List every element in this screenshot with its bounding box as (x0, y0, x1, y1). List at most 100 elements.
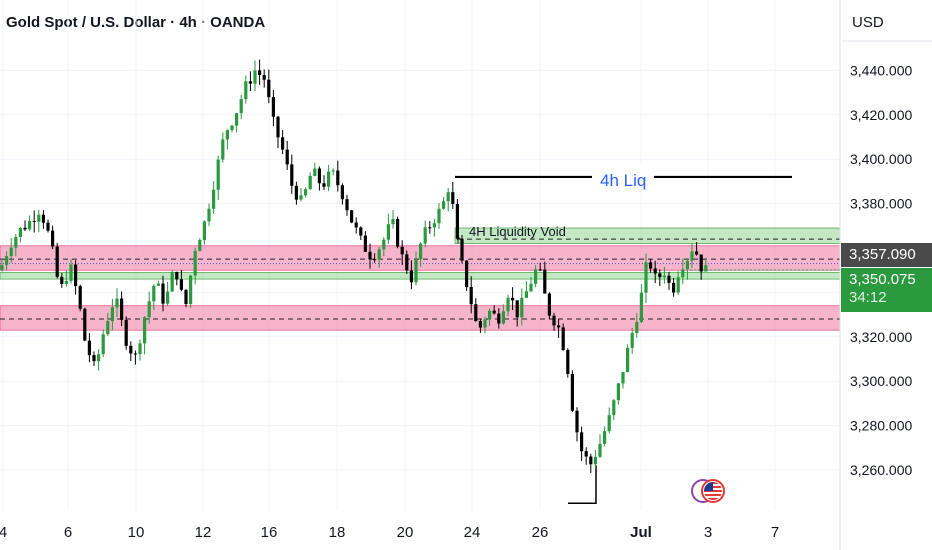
candle-body (414, 259, 418, 283)
candle-body (667, 275, 671, 283)
candle-body (5, 256, 9, 265)
candle-body (685, 260, 689, 270)
candle-body (409, 270, 413, 283)
candle-body (313, 168, 317, 176)
candles (0, 59, 708, 473)
candle-body (432, 223, 436, 228)
candle-body (120, 298, 124, 320)
candle-body (101, 334, 105, 355)
candle-body (377, 249, 381, 260)
candle-body (566, 349, 570, 374)
candle-body (290, 164, 294, 186)
candle-body (658, 273, 662, 278)
candle-body (423, 227, 427, 244)
date-tick-label: 7 (771, 524, 779, 541)
candle-body (653, 268, 657, 274)
candle-body (184, 289, 188, 305)
candle-body (497, 313, 501, 324)
candle-body (327, 171, 331, 187)
date-tick-label: 26 (532, 524, 549, 541)
candle-body (276, 116, 280, 138)
liq-label: 4h Liq (600, 171, 646, 190)
candle-body (501, 311, 505, 324)
candle-body (612, 400, 616, 416)
candle-body (78, 286, 82, 309)
candle-body (244, 81, 248, 100)
date-tick-label: 10 (128, 524, 145, 541)
candle-body (92, 355, 96, 362)
price-tick-label: 3,320.000 (850, 329, 912, 345)
candle-body (170, 271, 174, 292)
candle-body (74, 264, 78, 287)
annotations: 4h Liq 4H Liquidity Void (469, 171, 646, 239)
candle-body (598, 443, 602, 457)
candle-body (18, 227, 22, 238)
candle-body (9, 247, 13, 257)
candle-body (630, 332, 634, 348)
price-tick-label: 3,420.000 (850, 107, 912, 123)
candle-body (32, 220, 36, 222)
candle-body (156, 283, 160, 286)
candle-body (506, 297, 510, 312)
candle-body (60, 276, 64, 284)
candle-body (198, 240, 202, 252)
price-tick-label: 3,400.000 (850, 151, 912, 167)
candle-body (639, 292, 643, 323)
candle-body (552, 315, 556, 326)
candle-body (662, 275, 666, 278)
date-tick-label: 20 (397, 524, 414, 541)
candle-body (87, 340, 91, 356)
liquidity-zones (0, 227, 841, 331)
candle-body (580, 432, 584, 452)
candle-body (437, 208, 441, 224)
candle-body (46, 222, 50, 231)
date-tick-label: 6 (64, 524, 72, 541)
candle-body (175, 271, 179, 280)
candle-body (147, 301, 151, 318)
candle-body (106, 321, 110, 335)
candle-body (690, 251, 694, 261)
price-tick-label: 3,260.000 (850, 462, 912, 478)
time-axis[interactable]: 4 6 10 12 16 18 20 24 26 Jul 3 7 (0, 524, 779, 541)
candle-body (373, 259, 377, 261)
candle-body (621, 372, 625, 384)
candle-body (202, 221, 206, 241)
low-marker (568, 465, 597, 505)
candle-body (189, 275, 193, 305)
green-zone (0, 272, 841, 280)
candle-body (253, 70, 257, 84)
candle-body (97, 354, 101, 362)
date-tick-label: Jul (630, 524, 652, 541)
candle-body (520, 297, 524, 318)
candle-body (616, 383, 620, 401)
candle-body (515, 300, 519, 318)
candle-body (212, 189, 216, 209)
candle-body (699, 254, 703, 272)
candle-body (336, 170, 340, 186)
candle-body (649, 262, 653, 269)
candle-body (359, 227, 363, 236)
candle-body (644, 262, 648, 293)
candle-body (538, 269, 542, 271)
candle-body (547, 293, 551, 316)
candle-body (258, 70, 262, 76)
price-tick-label: 3,300.000 (850, 373, 912, 389)
candle-body (161, 283, 165, 304)
candle-body (225, 130, 229, 140)
flag-badge-icon[interactable] (690, 478, 726, 504)
candle-body (382, 239, 386, 250)
candle-body (405, 254, 409, 271)
price-tick-label: 3,440.000 (850, 62, 912, 78)
candle-body (216, 159, 220, 190)
void-label: 4H Liquidity Void (469, 224, 566, 239)
candle-body (676, 277, 680, 293)
candle-countdown: 34:12 (849, 289, 887, 306)
candle-body (570, 373, 574, 411)
last-price-tag: 3,350.075 34:12 (841, 268, 932, 312)
candle-body (368, 251, 372, 260)
candle-body (400, 246, 404, 255)
candle-body (419, 243, 423, 260)
candle-body (271, 97, 275, 117)
candle-body (304, 189, 308, 196)
